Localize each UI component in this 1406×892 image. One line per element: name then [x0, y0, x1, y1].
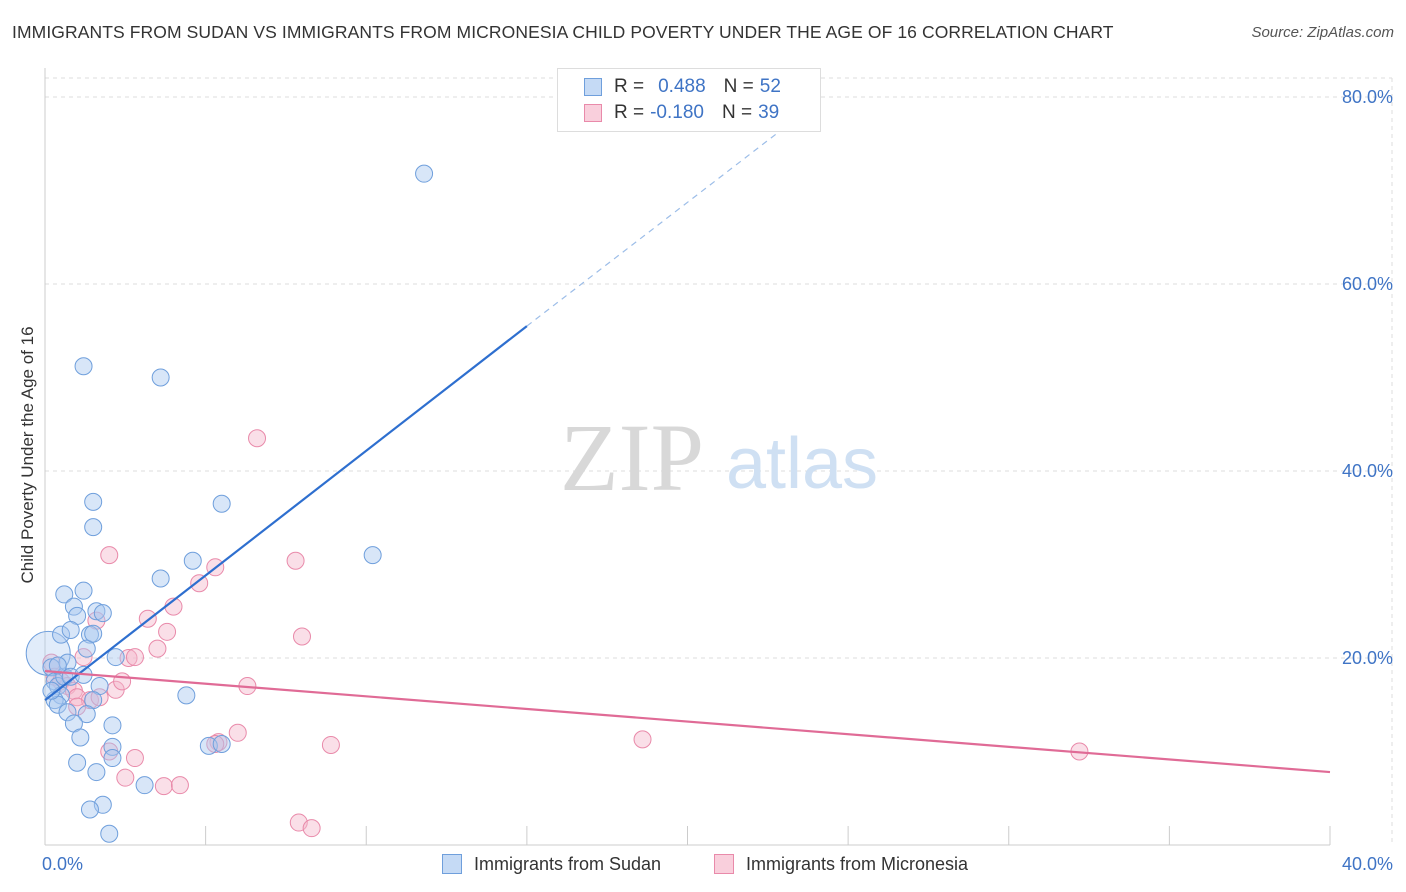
- source-credit: Source: ZipAtlas.com: [1251, 24, 1394, 41]
- micronesia-point: [148, 639, 167, 658]
- sudan-point: [84, 492, 103, 511]
- sudan-point: [87, 763, 106, 782]
- legend-n-value: 39: [758, 102, 780, 123]
- sudan-point: [52, 625, 71, 644]
- sudan-point: [80, 800, 99, 819]
- micronesia-point: [286, 551, 305, 570]
- sudan-point: [61, 620, 80, 639]
- micronesia-point: [206, 735, 225, 754]
- grid-layer: [45, 77, 1393, 845]
- watermark-atlas: atlas: [726, 424, 878, 504]
- micronesia-point: [248, 429, 267, 448]
- legend-item-micronesia: Immigrants from Micronesia: [714, 852, 968, 876]
- sudan-point: [100, 824, 119, 843]
- micronesia-swatch: [584, 104, 602, 122]
- sudan-point: [68, 753, 87, 772]
- micronesia-legend-label: Immigrants from Micronesia: [746, 853, 969, 874]
- micronesia-legend-swatch: [714, 854, 734, 874]
- sudan-point: [87, 602, 106, 621]
- watermark-zip: ZIP: [560, 404, 704, 511]
- micronesia-point: [293, 627, 311, 646]
- sudan-points: [25, 164, 434, 843]
- y-tick-label: 40.0%: [1342, 461, 1393, 481]
- micronesia-point: [158, 622, 177, 641]
- sudan-legend-label: Immigrants from Sudan: [474, 853, 662, 874]
- x-tick-label: 40.0%: [1342, 854, 1393, 874]
- micronesia-point: [321, 735, 340, 754]
- legend-n-value: 52: [759, 76, 781, 97]
- micronesia-point: [116, 768, 135, 787]
- sudan-trendline: [44, 325, 528, 701]
- sudan-point: [212, 735, 231, 754]
- sudan-point: [77, 705, 96, 724]
- micronesia-point: [228, 723, 247, 742]
- micronesia-point: [154, 777, 173, 796]
- legend-r-label: R =: [614, 102, 645, 123]
- micronesia-point: [633, 730, 652, 749]
- sudan-point: [84, 518, 103, 537]
- micronesia-point: [125, 749, 144, 768]
- sudan-point: [58, 703, 77, 722]
- micronesia-point: [209, 733, 228, 752]
- sudan-point: [151, 569, 170, 588]
- micronesia-trendline: [44, 669, 1331, 774]
- chart-title: IMMIGRANTS FROM SUDAN VS IMMIGRANTS FROM…: [12, 22, 1114, 42]
- sudan-point: [93, 604, 112, 623]
- sudan-point: [103, 716, 122, 735]
- sudan-point: [106, 648, 125, 667]
- legend-row-micronesia: R = -0.180 N = 39: [584, 102, 779, 124]
- x-tick-label: 0.0%: [42, 854, 83, 874]
- sudan-point: [177, 686, 196, 705]
- legend-r-value: -0.180: [650, 102, 704, 123]
- legend-item-sudan: Immigrants from Sudan: [442, 852, 661, 876]
- sudan-point: [74, 357, 93, 376]
- sudan-point: [103, 749, 122, 768]
- correlation-legend: R = 0.488 N = 52 R = -0.180 N = 39: [557, 68, 821, 132]
- sudan-point: [183, 551, 202, 570]
- sudan-point: [135, 776, 154, 795]
- micronesia-point: [100, 546, 119, 565]
- legend-r-value: 0.488: [658, 76, 706, 97]
- sudan-point: [77, 639, 96, 658]
- trend-layer: [44, 115, 1331, 774]
- sudan-point: [48, 656, 67, 675]
- legend-row-sudan: R = 0.488 N = 52: [584, 76, 781, 98]
- micronesia-point: [113, 672, 132, 691]
- sudan-trendline-extension: [526, 115, 801, 327]
- sudan-point: [74, 581, 93, 600]
- micronesia-point: [119, 649, 138, 667]
- legend-n-label: N =: [721, 102, 753, 123]
- sudan-point: [48, 677, 67, 696]
- sudan-point: [55, 585, 74, 604]
- micronesia-point: [125, 648, 144, 667]
- y-axis-label: Child Poverty Under the Age of 16: [18, 326, 37, 584]
- sudan-point: [84, 624, 103, 643]
- axis-layer: [44, 68, 1331, 846]
- micronesia-point: [190, 574, 209, 593]
- sudan-point: [151, 368, 170, 387]
- y-tick-label: 60.0%: [1342, 274, 1393, 294]
- y-tick-label: 20.0%: [1342, 648, 1393, 668]
- sudan-legend-swatch: [442, 854, 462, 874]
- sudan-swatch: [584, 78, 602, 96]
- sudan-point: [415, 164, 434, 183]
- watermark: ZIP atlas: [560, 404, 878, 511]
- tick-labels: 20.0% 40.0% 60.0% 80.0% 0.0% 40.0%: [42, 87, 1393, 874]
- legend-n-label: N =: [723, 76, 754, 97]
- micronesia-point: [302, 819, 321, 838]
- sudan-point: [71, 728, 90, 747]
- sudan-point: [363, 546, 382, 565]
- y-tick-label: 80.0%: [1342, 87, 1393, 107]
- sudan-point: [42, 681, 61, 700]
- micronesia-point: [170, 776, 189, 795]
- sudan-point: [212, 494, 231, 513]
- legend-r-label: R =: [614, 76, 645, 97]
- sudan-point: [64, 597, 83, 616]
